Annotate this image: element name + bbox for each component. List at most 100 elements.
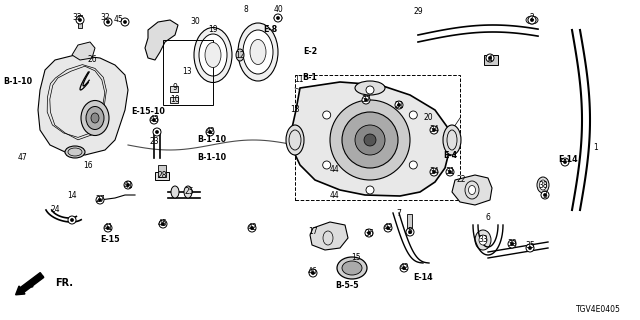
Ellipse shape bbox=[355, 81, 385, 95]
Text: 16: 16 bbox=[83, 161, 93, 170]
Text: E-14: E-14 bbox=[558, 156, 578, 164]
Circle shape bbox=[511, 243, 514, 246]
Ellipse shape bbox=[205, 43, 221, 68]
Text: 10: 10 bbox=[170, 95, 180, 105]
Circle shape bbox=[410, 111, 417, 119]
Ellipse shape bbox=[81, 100, 109, 135]
Text: E-8: E-8 bbox=[263, 26, 277, 35]
Text: FR.: FR. bbox=[55, 278, 73, 288]
Circle shape bbox=[106, 20, 109, 24]
Text: 39: 39 bbox=[507, 239, 517, 249]
Ellipse shape bbox=[337, 257, 367, 279]
Text: 22: 22 bbox=[456, 175, 466, 185]
Text: 44: 44 bbox=[330, 165, 340, 174]
Ellipse shape bbox=[194, 28, 232, 83]
Text: 36: 36 bbox=[364, 228, 374, 237]
Bar bbox=[407, 214, 412, 228]
Circle shape bbox=[526, 244, 534, 252]
Text: 25: 25 bbox=[184, 188, 194, 196]
Circle shape bbox=[250, 227, 253, 230]
Text: 23: 23 bbox=[149, 138, 159, 147]
Text: E-14: E-14 bbox=[413, 274, 433, 283]
Circle shape bbox=[79, 18, 82, 22]
Text: 44: 44 bbox=[330, 190, 340, 199]
Circle shape bbox=[529, 246, 532, 250]
Circle shape bbox=[312, 271, 315, 275]
Ellipse shape bbox=[479, 235, 487, 245]
Text: 37: 37 bbox=[361, 95, 371, 105]
Text: 14: 14 bbox=[67, 190, 77, 199]
Polygon shape bbox=[145, 20, 178, 60]
Text: 2: 2 bbox=[530, 13, 534, 22]
Circle shape bbox=[449, 170, 452, 173]
Text: 17: 17 bbox=[308, 228, 318, 236]
Polygon shape bbox=[38, 55, 128, 155]
Circle shape bbox=[159, 220, 167, 228]
Circle shape bbox=[367, 231, 371, 235]
Circle shape bbox=[400, 264, 408, 272]
Text: 32: 32 bbox=[100, 13, 110, 22]
Circle shape bbox=[403, 266, 406, 269]
Circle shape bbox=[104, 224, 112, 232]
Text: TGV4E0405: TGV4E0405 bbox=[575, 306, 620, 315]
Text: 42: 42 bbox=[205, 127, 215, 137]
Circle shape bbox=[68, 216, 76, 224]
Circle shape bbox=[362, 96, 370, 104]
Circle shape bbox=[153, 128, 161, 136]
Polygon shape bbox=[292, 82, 450, 196]
Ellipse shape bbox=[250, 39, 266, 65]
Text: B-1-10: B-1-10 bbox=[197, 154, 227, 163]
Text: 42: 42 bbox=[383, 223, 393, 233]
Text: 34: 34 bbox=[429, 167, 439, 177]
Circle shape bbox=[96, 196, 104, 204]
Ellipse shape bbox=[236, 49, 244, 61]
Text: 47: 47 bbox=[17, 154, 27, 163]
Text: 42: 42 bbox=[399, 263, 409, 273]
Circle shape bbox=[323, 161, 331, 169]
Text: 28: 28 bbox=[157, 171, 167, 180]
Text: B-1-10: B-1-10 bbox=[3, 77, 33, 86]
Circle shape bbox=[410, 161, 417, 169]
Circle shape bbox=[99, 198, 102, 202]
Circle shape bbox=[355, 125, 385, 155]
Circle shape bbox=[156, 131, 159, 134]
Circle shape bbox=[433, 128, 436, 132]
Circle shape bbox=[406, 228, 414, 236]
Circle shape bbox=[446, 168, 454, 176]
Text: 30: 30 bbox=[190, 18, 200, 27]
Text: E-15: E-15 bbox=[100, 236, 120, 244]
Circle shape bbox=[330, 100, 410, 180]
Circle shape bbox=[364, 134, 376, 146]
Bar bbox=[158, 165, 166, 177]
Circle shape bbox=[384, 224, 392, 232]
Text: 31: 31 bbox=[445, 167, 455, 177]
Circle shape bbox=[541, 191, 549, 199]
Text: E-4: E-4 bbox=[443, 150, 457, 159]
Text: 34: 34 bbox=[429, 125, 439, 134]
Text: 26: 26 bbox=[87, 55, 97, 65]
Bar bbox=[295, 75, 460, 200]
Text: 29: 29 bbox=[413, 7, 423, 17]
Circle shape bbox=[276, 16, 280, 20]
Circle shape bbox=[486, 54, 494, 62]
Circle shape bbox=[106, 227, 109, 230]
Ellipse shape bbox=[475, 230, 491, 250]
Circle shape bbox=[395, 101, 403, 109]
Circle shape bbox=[408, 230, 412, 234]
Text: 7: 7 bbox=[397, 209, 401, 218]
Text: 12: 12 bbox=[236, 51, 244, 60]
Circle shape bbox=[563, 160, 566, 164]
Ellipse shape bbox=[243, 30, 273, 74]
Bar bbox=[155, 172, 169, 180]
Text: 3: 3 bbox=[543, 190, 547, 199]
Circle shape bbox=[104, 18, 112, 26]
Ellipse shape bbox=[342, 261, 362, 275]
Circle shape bbox=[127, 183, 129, 187]
Text: 4: 4 bbox=[488, 55, 492, 65]
Circle shape bbox=[531, 18, 534, 22]
Text: B-5-5: B-5-5 bbox=[335, 281, 359, 290]
Ellipse shape bbox=[91, 113, 99, 123]
Circle shape bbox=[488, 56, 492, 60]
Circle shape bbox=[124, 181, 132, 189]
Bar bbox=[170, 97, 178, 103]
